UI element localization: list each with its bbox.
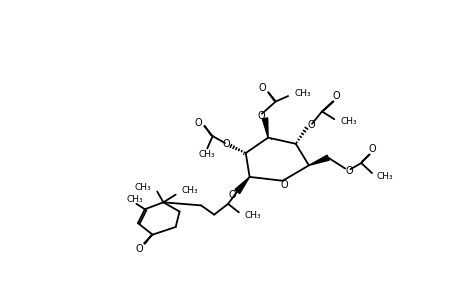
Text: O: O — [367, 144, 375, 154]
Text: O: O — [331, 91, 339, 101]
Polygon shape — [235, 177, 249, 194]
Text: O: O — [280, 180, 287, 190]
Text: O: O — [229, 190, 236, 200]
Text: CH₃: CH₃ — [294, 89, 310, 98]
Text: O: O — [222, 139, 230, 149]
Text: CH₃: CH₃ — [134, 183, 151, 192]
Text: •: • — [269, 137, 272, 142]
Text: O: O — [194, 118, 202, 128]
Text: O: O — [344, 166, 352, 176]
Text: CH₃: CH₃ — [181, 186, 198, 195]
Text: O: O — [307, 119, 314, 130]
Text: O: O — [135, 244, 143, 254]
Text: CH₃: CH₃ — [245, 211, 261, 220]
Text: CH₃: CH₃ — [198, 150, 215, 159]
Text: •: • — [241, 152, 244, 157]
Text: CH₃: CH₃ — [126, 195, 143, 204]
Polygon shape — [262, 118, 268, 138]
Text: O: O — [258, 83, 266, 93]
Text: CH₃: CH₃ — [376, 172, 392, 182]
Text: CH₃: CH₃ — [340, 117, 356, 126]
Polygon shape — [308, 155, 329, 165]
Text: O: O — [257, 111, 264, 121]
